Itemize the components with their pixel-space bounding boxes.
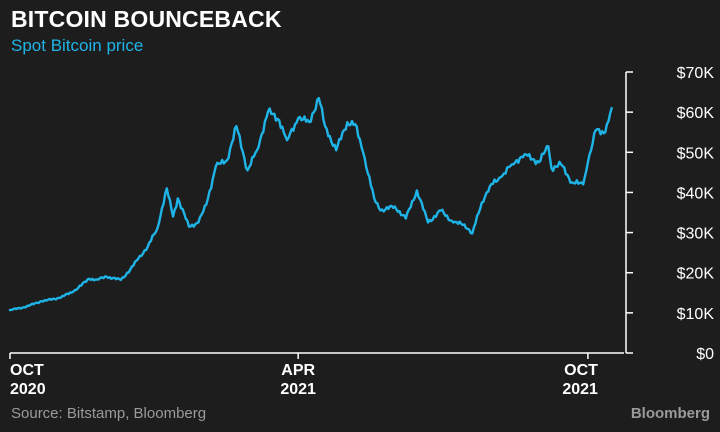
y-tick-label: $0 [696,346,714,363]
x-tick-label-year: 2021 [280,381,316,398]
x-tick-label-month: OCT [564,362,598,379]
y-tick-label: $60K [677,105,715,122]
y-tick-label: $10K [677,306,715,323]
y-tick-label: $40K [677,185,715,202]
bitcoin-price-line [8,96,613,312]
y-tick-label: $70K [677,65,715,82]
x-tick-label-year: 2021 [562,381,598,398]
x-axis: OCT 2020 APR 2021 OCT 2021 [9,352,624,398]
brand-logo: Bloomberg [630,405,710,422]
source-note: Source: Bitstamp, Bloomberg [11,405,207,422]
x-tick-label-month: APR [281,362,315,379]
y-tick-label: $30K [677,226,715,243]
y-tick-label: $50K [677,145,715,162]
chart-subtitle: Spot Bitcoin price [11,36,144,55]
series-layer [8,96,613,312]
x-tick-label-month: OCT [10,362,44,379]
y-axis: $0 $10K $20K $30K $40K $50K $60K $70K [625,65,715,363]
y-tick-label: $20K [677,266,715,283]
chart-title: BITCOIN BOUNCEBACK [11,6,282,32]
x-tick-label-year: 2020 [10,381,46,398]
